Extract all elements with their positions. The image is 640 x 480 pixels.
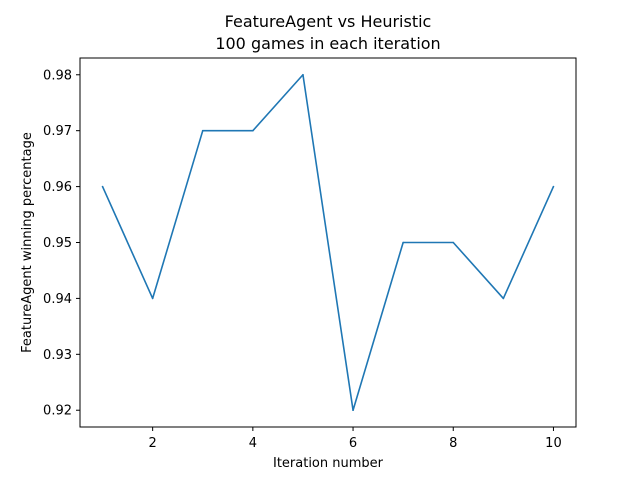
data-point <box>151 297 154 300</box>
y-tick-label: 0.94 <box>43 292 72 307</box>
chart-subtitle: 100 games in each iteration <box>215 34 440 53</box>
x-tick-label: 10 <box>545 436 562 451</box>
y-tick-label: 0.98 <box>43 68 72 83</box>
data-point <box>201 129 204 132</box>
series-points <box>101 73 555 412</box>
data-point <box>552 185 555 188</box>
y-tick-label: 0.95 <box>43 236 72 251</box>
data-point <box>352 409 354 412</box>
y-axis-ticks: 0.92 0.93 0.94 0.95 0.96 0.97 0.98 <box>43 68 80 419</box>
y-tick-label: 0.97 <box>43 124 72 139</box>
plot-area-frame <box>79 57 577 428</box>
data-point <box>502 297 505 300</box>
x-axis-label: Iteration number <box>273 456 384 471</box>
y-tick-label: 0.92 <box>43 404 72 419</box>
data-point <box>402 241 404 244</box>
y-tick-label: 0.93 <box>43 348 72 363</box>
x-tick-label: 4 <box>249 436 257 451</box>
data-point <box>452 241 455 244</box>
y-tick-label: 0.96 <box>43 180 72 195</box>
x-tick-label: 6 <box>349 436 357 451</box>
data-point <box>101 185 104 188</box>
x-axis-ticks: 2 4 6 8 10 <box>149 427 562 451</box>
x-tick-label: 8 <box>449 436 457 451</box>
series-line <box>101 73 555 412</box>
x-tick-label: 2 <box>149 436 157 451</box>
y-axis-label: FeatureAgent winning percentage <box>20 132 35 353</box>
data-point <box>252 129 254 132</box>
chart-title: FeatureAgent vs Heuristic <box>225 12 432 31</box>
data-point <box>302 73 304 76</box>
